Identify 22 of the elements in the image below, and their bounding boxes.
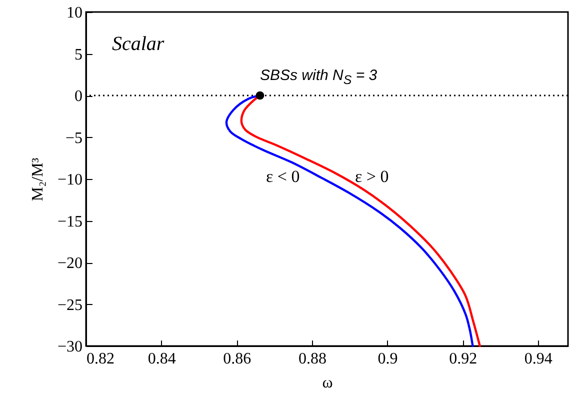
annotation: ε > 0: [355, 167, 389, 186]
y-tick-label: −10: [57, 172, 82, 188]
x-tick-label: 0.84: [148, 350, 176, 368]
x-axis-title: ω: [322, 374, 333, 392]
y-tick-label: −20: [57, 255, 82, 272]
y-tick-label: −30: [57, 338, 82, 356]
y-tick-label: 0: [74, 88, 82, 105]
y-axis-title: M₂/M³: [29, 158, 46, 202]
y-tick-label: −25: [57, 296, 82, 314]
x-tick-label: 0.88: [298, 350, 326, 368]
y-tick-label: 10: [66, 4, 82, 22]
x-tick-label: 0.82: [86, 350, 114, 368]
y-tick-label: −15: [57, 213, 82, 230]
x-tick-label: 0.86: [223, 350, 252, 368]
x-tick-label: 0.92: [449, 350, 478, 368]
annotation: ε < 0: [266, 167, 300, 186]
x-tick-label: 0.94: [524, 350, 552, 368]
y-tick-label: −5: [65, 130, 82, 147]
annotation: SBSs with N$_{S}$ = 3: [260, 66, 378, 86]
x-tick-label: 0.9: [378, 350, 398, 368]
annotation: Scalar: [112, 33, 164, 55]
y-tick-label: 5: [74, 46, 82, 64]
